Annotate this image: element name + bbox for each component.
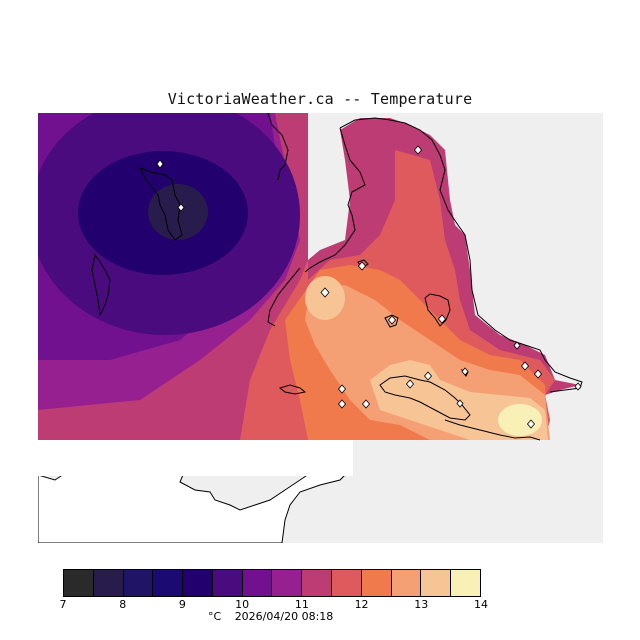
legend-swatch bbox=[272, 570, 303, 596]
legend-swatch bbox=[93, 570, 124, 596]
legend-caption: °C 2026/04/20 08:18 bbox=[208, 610, 343, 623]
color-legend bbox=[63, 569, 481, 597]
legend-swatch bbox=[421, 570, 452, 596]
station-marker bbox=[387, 315, 397, 325]
legend-swatch bbox=[332, 570, 362, 596]
legend-swatch bbox=[361, 570, 392, 596]
station-marker bbox=[423, 371, 433, 381]
legend-swatch bbox=[302, 570, 333, 596]
legend-tick-label: 13 bbox=[414, 598, 429, 611]
legend-tick-label: 10 bbox=[235, 598, 250, 611]
weather-station-markers bbox=[156, 145, 582, 429]
station-marker bbox=[456, 399, 464, 408]
timestamp-label: 2026/04/20 08:18 bbox=[234, 610, 334, 623]
station-marker bbox=[437, 314, 447, 324]
unit-label: °C bbox=[208, 610, 222, 623]
station-marker bbox=[361, 399, 371, 409]
station-marker bbox=[177, 203, 185, 212]
legend-swatch bbox=[451, 570, 480, 596]
legend-tick-label: 11 bbox=[294, 598, 309, 611]
station-marker bbox=[461, 367, 469, 376]
legend-swatch bbox=[391, 570, 422, 596]
legend-tick-label: 9 bbox=[178, 598, 186, 611]
coastlines bbox=[91, 113, 583, 441]
station-marker bbox=[337, 384, 347, 394]
station-marker bbox=[574, 382, 582, 391]
station-marker bbox=[520, 361, 530, 371]
legend-swatch bbox=[212, 570, 243, 596]
station-marker bbox=[405, 379, 415, 389]
station-marker bbox=[526, 419, 536, 429]
no-data-strip bbox=[38, 440, 353, 476]
legend-tick-label: 12 bbox=[354, 598, 369, 611]
legend-swatch bbox=[242, 570, 273, 596]
east-temperature-field bbox=[285, 118, 580, 440]
legend-swatch bbox=[153, 570, 184, 596]
legend-tick-label: 7 bbox=[59, 598, 67, 611]
station-marker bbox=[413, 145, 423, 155]
legend-tick-label: 14 bbox=[474, 598, 488, 611]
station-marker bbox=[320, 287, 330, 298]
legend-swatch bbox=[183, 570, 213, 596]
legend-tick-label: 8 bbox=[119, 598, 127, 611]
station-marker bbox=[357, 261, 367, 271]
station-marker bbox=[513, 341, 521, 350]
legend-swatch bbox=[123, 570, 154, 596]
chart-title: VictoriaWeather.ca -- Temperature bbox=[167, 90, 473, 108]
station-marker bbox=[533, 369, 543, 379]
legend-swatch bbox=[64, 570, 94, 596]
station-marker bbox=[156, 159, 164, 169]
station-marker bbox=[337, 399, 347, 409]
west-temperature-field bbox=[38, 113, 308, 440]
